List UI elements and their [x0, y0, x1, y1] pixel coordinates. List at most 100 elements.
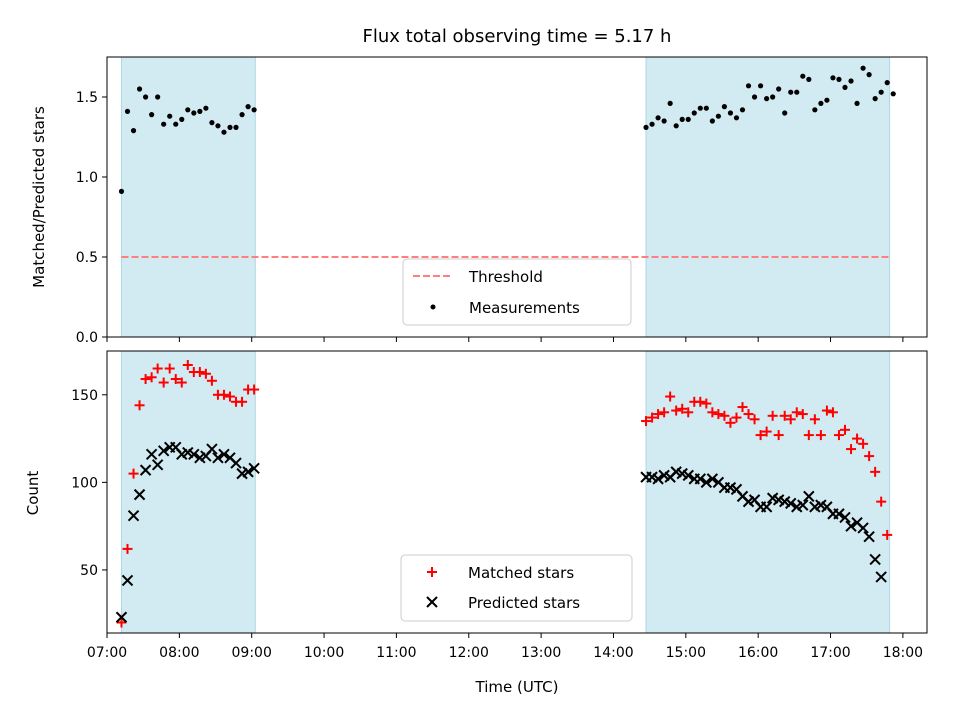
top-dot-point-43 — [764, 96, 770, 102]
top-dot-point-64 — [890, 91, 896, 97]
legend-predicted-swatch — [426, 596, 438, 608]
bottom-plus-point-29 — [677, 403, 688, 414]
legend-matched-label: Matched stars — [468, 564, 574, 582]
bottom-x-point-56 — [839, 511, 851, 524]
bottom-plus-point-57 — [846, 444, 857, 455]
top-dot-point-58 — [854, 100, 860, 106]
bottom-plus-point-63 — [882, 529, 893, 540]
bottom-plus-point-59 — [858, 438, 869, 449]
x-tick-label-3: 10:00 — [304, 645, 344, 661]
bottom-plus-point-47 — [785, 414, 796, 425]
bottom-x-point-34 — [706, 473, 719, 485]
bottom-plus-point-50 — [803, 430, 814, 441]
bottom-x-point-32 — [694, 473, 707, 485]
x-tick-label-10: 17:00 — [810, 645, 850, 661]
bottom-x-point-12 — [188, 448, 200, 461]
bottom-plus-point-60 — [864, 451, 875, 462]
top-dot-point-21 — [245, 104, 251, 110]
top-dot-point-24 — [649, 121, 655, 127]
top-dot-point-36 — [721, 104, 728, 110]
bottom-x-point-47 — [785, 497, 797, 510]
bottom-x-point-17 — [218, 448, 230, 461]
bottom-x-point-62 — [875, 571, 887, 583]
top-dot-point-34 — [709, 118, 715, 124]
x-tick-label-0: 07:00 — [87, 645, 127, 661]
top-dot-point-55 — [836, 76, 842, 82]
bottom-plus-point-6 — [152, 363, 163, 374]
bottom-observing-window-1 — [645, 350, 891, 634]
bottom-plus-point-55 — [833, 430, 844, 441]
top-dot-point-12 — [191, 110, 197, 116]
bottom-plus-point-37 — [725, 417, 736, 428]
bottom-plus-point-35 — [713, 409, 724, 420]
bottom-x-point-3 — [133, 488, 146, 501]
bottom-x-point-55 — [833, 508, 845, 520]
top-dot-point-30 — [685, 116, 691, 122]
bottom-legend: Matched stars Predicted stars — [400, 554, 633, 622]
top-dot-point-59 — [860, 65, 866, 71]
bottom-plus-point-36 — [719, 410, 730, 421]
bottom-plus-point-23 — [641, 416, 652, 427]
top-dot-point-38 — [733, 115, 740, 121]
bottom-plus-point-34 — [707, 407, 718, 418]
top-dot-point-16 — [215, 123, 221, 129]
bottom-plus-point-9 — [170, 374, 181, 385]
top-dot-point-20 — [239, 112, 245, 118]
top-dot-point-9 — [173, 121, 179, 127]
top-dot-point-23 — [643, 124, 649, 130]
bottom-x-point-21 — [242, 466, 254, 478]
top-dot-point-13 — [197, 108, 203, 114]
x-tick-label-9: 16:00 — [738, 645, 778, 661]
top-dot-point-28 — [673, 123, 679, 129]
top-dot-point-61 — [872, 96, 878, 102]
top-dot-point-32 — [697, 105, 703, 111]
top-y-axis-label: Matched/Predicted stars — [30, 106, 48, 288]
bottom-plus-point-4 — [140, 374, 151, 385]
bottom-plus-point-45 — [773, 430, 784, 441]
chart-title: Flux total observing time = 5.17 h — [363, 26, 672, 47]
bottom-plus-point-18 — [225, 391, 235, 402]
bottom-x-point-30 — [682, 469, 694, 482]
bottom-x-point-7 — [157, 445, 170, 457]
bottom-observing-window-0 — [120, 350, 256, 634]
bottom-plus-point-39 — [737, 402, 748, 413]
top-dot-point-18 — [227, 124, 233, 130]
top-dot-point-4 — [142, 94, 149, 100]
top-dot-point-40 — [745, 83, 752, 89]
bottom-x-point-5 — [145, 448, 158, 461]
bottom-legend-box — [400, 554, 633, 622]
bottom-plus-point-25 — [653, 409, 664, 420]
bottom-plus-point-10 — [176, 377, 187, 388]
top-dot-point-33 — [703, 105, 709, 111]
top-dot-point-54 — [830, 75, 836, 81]
top-legend: Threshold Measurements — [402, 258, 632, 326]
top-dot-point-22 — [251, 107, 257, 113]
bottom-plus-point-7 — [158, 377, 169, 388]
top-dot-point-57 — [848, 78, 854, 84]
top-observing-window-1 — [645, 56, 891, 338]
top-dot-point-50 — [806, 76, 812, 82]
top-axes-frame — [106, 56, 928, 338]
top-dot-point-6 — [155, 94, 161, 100]
bottom-plus-point-46 — [779, 410, 790, 421]
bottom-axes-frame — [106, 350, 928, 634]
top-y-tick-label-2: 1.0 — [76, 170, 98, 186]
ratio-panel: 0.0 0.5 1.0 1.5 — [76, 56, 928, 346]
top-dot-point-5 — [149, 112, 155, 118]
top-legend-box — [402, 258, 632, 326]
top-dot-point-49 — [800, 73, 806, 79]
top-observing-window-0 — [120, 56, 256, 338]
bottom-x-point-43 — [760, 501, 773, 513]
x-tick-label-6: 13:00 — [521, 645, 561, 661]
top-dot-point-41 — [751, 94, 758, 100]
bottom-x-point-57 — [845, 520, 857, 532]
bottom-plus-point-53 — [821, 405, 832, 416]
legend-matched-swatch — [427, 567, 437, 577]
top-dot-point-1 — [124, 108, 131, 114]
top-dot-point-8 — [167, 113, 173, 119]
top-dot-point-37 — [727, 110, 734, 116]
top-dot-point-17 — [221, 129, 227, 135]
bottom-plus-point-5 — [146, 372, 157, 383]
bottom-plus-point-15 — [206, 375, 217, 386]
bottom-plus-point-2 — [128, 468, 139, 479]
